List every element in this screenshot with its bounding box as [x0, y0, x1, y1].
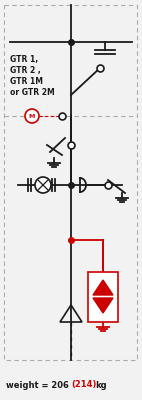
Polygon shape — [93, 280, 113, 295]
Text: kg: kg — [95, 380, 107, 390]
Circle shape — [35, 177, 51, 193]
Text: weight = 206: weight = 206 — [6, 380, 69, 390]
Polygon shape — [93, 298, 113, 313]
Text: (214): (214) — [71, 380, 96, 390]
Text: GTR 1,
GTR 2 ,
GTR 1M
or GTR 2M: GTR 1, GTR 2 , GTR 1M or GTR 2M — [10, 55, 55, 97]
Circle shape — [25, 109, 39, 123]
Text: M: M — [29, 114, 35, 118]
FancyBboxPatch shape — [88, 272, 118, 322]
